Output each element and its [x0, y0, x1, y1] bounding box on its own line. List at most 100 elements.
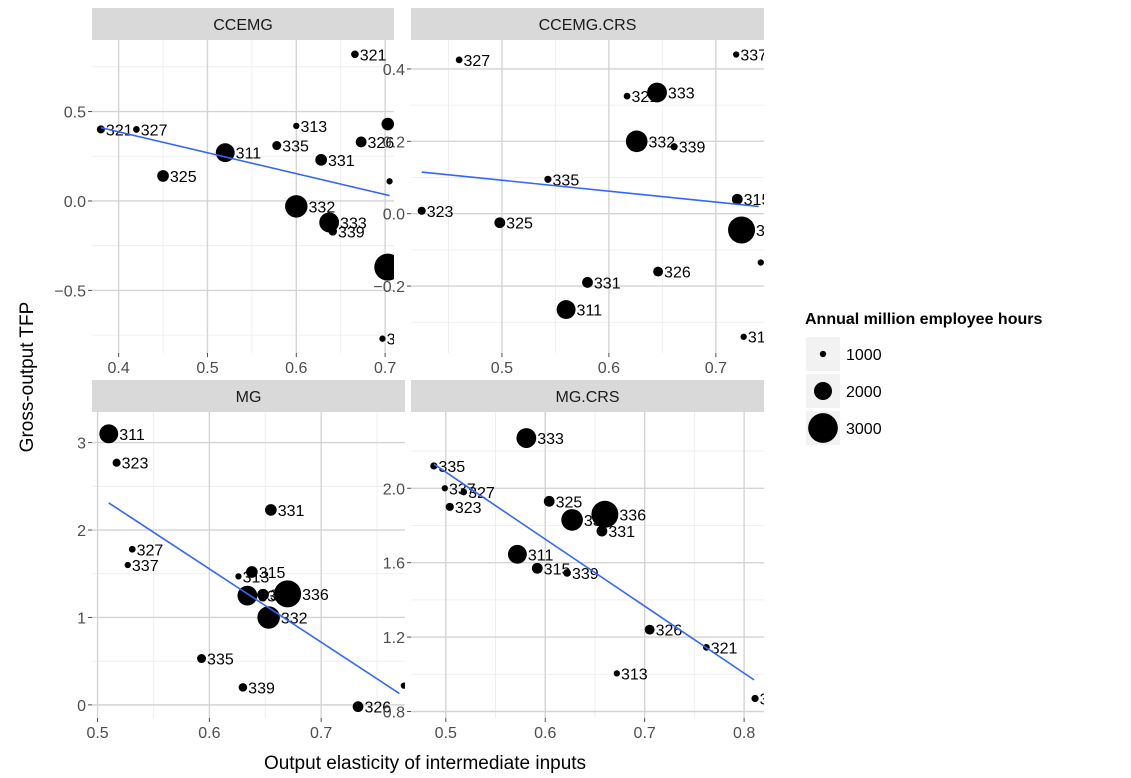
point-label: 331 [278, 503, 305, 520]
data-point [740, 333, 747, 340]
point-label: 3 [395, 117, 404, 134]
data-point [531, 562, 543, 574]
point-label: 321 [360, 47, 387, 64]
point-label: 321 [711, 640, 738, 657]
point-label: 323 [455, 500, 482, 517]
regression-line [421, 171, 759, 208]
data-point [133, 126, 140, 133]
data-point [561, 509, 583, 531]
legend-swatch [814, 382, 832, 400]
y-tick-label: −0.2 [373, 279, 405, 296]
panel-grid [411, 412, 764, 718]
point-label: 337 [132, 558, 159, 575]
data-point [257, 588, 269, 601]
point-label: 333 [668, 85, 695, 102]
data-point [591, 500, 619, 528]
point-label: 332 [281, 610, 308, 627]
x-tick-label: 0.5 [196, 360, 218, 377]
y-tick-label: 2 [77, 523, 86, 540]
y-tick-label: 0.0 [64, 194, 86, 211]
facet-title: MG [236, 389, 262, 406]
data-point [731, 193, 743, 205]
data-point [272, 141, 282, 151]
point-label: 337 [740, 47, 767, 64]
legend-label: 3000 [846, 421, 882, 438]
point-label: 335 [207, 652, 234, 669]
facet-title: CCEMG [213, 17, 273, 34]
point-label: 331 [608, 524, 635, 541]
data-point [644, 624, 655, 635]
data-point [623, 92, 631, 100]
point-label: 336 [619, 507, 646, 524]
x-tick-label: 0.6 [598, 360, 620, 377]
point-label: 311 [577, 303, 603, 320]
data-point [556, 300, 576, 320]
point-label: 335 [553, 172, 580, 189]
data-point [757, 259, 764, 266]
x-tick-label: 0.6 [534, 725, 556, 742]
point-label: 335 [438, 459, 465, 476]
data-point [235, 573, 242, 580]
point-label: 313 [300, 119, 327, 136]
point-label: 311 [236, 146, 262, 163]
panel-background [411, 40, 764, 353]
x-tick-label: 0.7 [310, 725, 332, 742]
point-label: 336 [302, 587, 329, 604]
point-label: 311 [119, 427, 145, 444]
data-point [374, 253, 394, 281]
data-point [124, 561, 131, 569]
data-point [516, 428, 537, 448]
point-label: 327 [464, 53, 491, 70]
data-point [386, 178, 393, 185]
data-point [543, 495, 555, 507]
point-label: 315 [259, 565, 286, 582]
x-tick-label: 0.6 [198, 725, 220, 742]
point-label: 339 [248, 680, 275, 697]
x-axis-title: Output elasticity of intermediate inputs [264, 753, 586, 774]
point-label: 32 [387, 332, 405, 349]
point-label: 325 [506, 216, 533, 233]
data-point [315, 153, 328, 166]
y-tick-label: 1.6 [383, 556, 405, 573]
y-tick-label: 0 [77, 698, 86, 715]
point-label: 332 [649, 134, 676, 151]
data-point [99, 424, 119, 444]
facet-strip [92, 8, 394, 40]
panel-data: 3333353373273253233363323313113153393263… [430, 428, 764, 708]
x-tick-label: 0.7 [634, 725, 656, 742]
data-point [445, 502, 454, 511]
regression-line [100, 126, 390, 197]
data-point [563, 569, 571, 577]
point-label: 333 [258, 589, 285, 606]
x-tick-label: 0.5 [491, 360, 513, 377]
y-tick-label: 1 [77, 610, 86, 627]
panel-grid [92, 412, 405, 718]
point-label: 3 [394, 174, 403, 191]
data-point [246, 566, 258, 578]
data-point [400, 682, 405, 689]
data-point [417, 206, 426, 215]
legend-title: Annual million employee hours [805, 311, 1042, 328]
data-point [455, 56, 463, 64]
x-tick-label: 0.4 [108, 360, 130, 377]
y-tick-label: 0.5 [64, 105, 86, 122]
x-tick-label: 0.7 [705, 360, 727, 377]
point-label: 323 [427, 204, 454, 221]
data-point [379, 335, 386, 342]
y-tick-label: −0.5 [54, 283, 86, 300]
data-point [257, 606, 280, 629]
data-point [582, 277, 593, 288]
data-point [351, 50, 359, 59]
y-tick-label: 0.2 [383, 134, 405, 151]
y-tick-label: 0.4 [383, 62, 405, 79]
point-label: 339 [679, 140, 706, 157]
facet-strip [411, 380, 764, 412]
point-label: 335 [282, 139, 309, 156]
point-label: 326 [656, 623, 683, 640]
point-label: 331 [328, 153, 355, 170]
point-label: 3 [765, 256, 774, 273]
data-point [507, 544, 527, 564]
point-label: 325 [170, 169, 197, 186]
